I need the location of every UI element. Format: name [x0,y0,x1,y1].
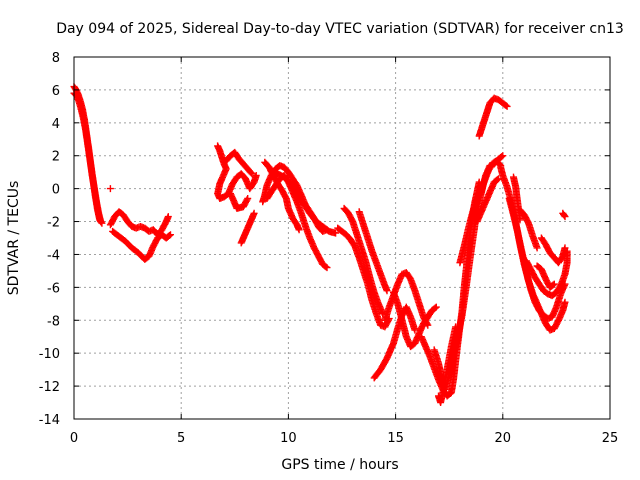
data-point [550,280,558,288]
data-point [561,298,569,306]
data-point [432,303,440,311]
data-point [322,263,330,271]
data-point [516,216,524,224]
x-tick-label: 5 [177,431,185,446]
y-tick-label: 4 [52,117,60,132]
x-tick-label: 20 [495,431,512,446]
series-arc-2 [70,89,105,225]
plot-frame [73,56,611,420]
y-tick-label: -12 [39,380,60,395]
y-tick-label: -6 [47,281,60,296]
y-tick-label: -10 [39,347,60,362]
data-point [164,213,172,221]
data-point [383,287,391,295]
series-arc-3 [106,185,114,193]
y-tick-label: -14 [39,413,60,428]
x-tick-label: 15 [387,431,404,446]
data-point [332,229,340,237]
series-arc-27 [505,195,569,323]
series-arc-22 [435,323,460,406]
data-point [97,218,105,225]
data-point [561,244,569,252]
series-arc-14 [334,224,393,331]
series-arc-5 [109,227,174,263]
y-tick-label: 8 [52,51,60,66]
data-point [502,102,510,109]
y-tick-label: -8 [47,314,60,329]
series-arc-9 [237,209,258,247]
data-point [323,264,331,272]
x-tick-label: 0 [70,431,78,446]
data-point [431,304,439,312]
series-arc-17 [370,303,419,382]
series-arc-8 [227,190,252,212]
series-arc-15 [340,204,387,318]
data-point [252,172,260,179]
data-point [499,152,507,160]
series-arc-7 [222,148,256,178]
series-arc-31 [537,234,569,267]
y-tick-label: 6 [52,84,60,99]
series-arc-28 [510,173,524,224]
data-layer [70,83,571,406]
series-arc-29 [516,206,541,252]
y-tick-label: 2 [52,150,60,165]
data-point [295,226,303,234]
series-arc-6 [214,142,260,202]
data-point [493,176,501,184]
series-arc-13 [267,167,340,237]
y-tick-label: -4 [47,248,60,263]
data-point [498,153,506,161]
data-point [452,323,460,331]
y-tick-label: 0 [52,183,60,198]
x-tick-label: 10 [280,431,297,446]
series-arc-16 [355,208,391,295]
chart-title: Day 094 of 2025, Sidereal Day-to-day VTE… [56,21,624,37]
series-arc-25 [475,94,511,140]
x-tick-label: 25 [602,431,619,446]
series-arc-19 [390,288,440,351]
series-arc-11 [261,158,303,234]
series-arc-33 [559,209,569,221]
y-axis-label: SDTVAR / TECUs [6,181,22,296]
data-point [561,213,569,221]
data-point [167,231,174,239]
y-tick-label: -2 [47,216,60,231]
series-arc-24 [473,175,502,225]
data-point [503,102,511,110]
data-point [106,185,114,193]
series-arc-32 [533,262,558,291]
series-arc-30 [522,247,571,300]
data-point [549,281,557,289]
data-point [248,170,256,178]
data-point [250,209,258,217]
series-arc-23 [456,152,507,267]
data-point [243,196,251,204]
data-point [533,244,541,252]
data-point [165,232,173,239]
x-axis-label: GPS time / hours [281,457,398,473]
data-point [247,169,255,177]
data-point [244,195,252,202]
series-arc-4 [106,208,172,239]
